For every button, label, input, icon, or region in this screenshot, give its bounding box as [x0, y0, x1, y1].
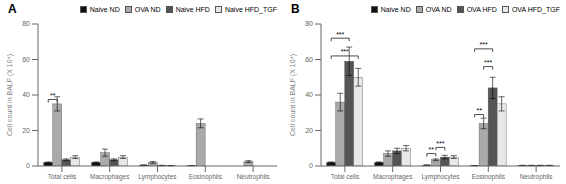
svg-text:Neutrophils: Neutrophils	[520, 173, 554, 181]
html-text:B: B	[291, 2, 300, 16]
svg-text:***: ***	[341, 48, 349, 55]
svg-text:40: 40	[305, 91, 313, 98]
svg-text:60: 60	[22, 56, 30, 63]
svg-text:***: ***	[336, 31, 344, 38]
svg-text:Macrophages: Macrophages	[373, 173, 413, 181]
html-text:A: A	[8, 2, 17, 16]
html-text:OVA HFD: OVA HFD	[466, 5, 497, 13]
html-text:Naive ND: Naive ND	[89, 5, 120, 13]
html-text:OVA HFD_TGF: OVA HFD_TGF	[511, 5, 560, 13]
svg-text:Macrophages: Macrophages	[90, 173, 130, 181]
svg-text:Eosinophils: Eosinophils	[472, 173, 506, 181]
html-text:Naive HFD_TGF: Naive HFD_TGF	[224, 5, 277, 13]
svg-text:***: ***	[480, 41, 488, 48]
svg-text:0: 0	[26, 162, 30, 169]
svg-text:0: 0	[309, 162, 313, 169]
svg-text:80: 80	[305, 20, 313, 27]
svg-text:**: **	[476, 107, 482, 114]
svg-text:Cell count in BALF (X 10⁴): Cell count in BALF (X 10⁴)	[8, 54, 14, 136]
html-text:OVA ND: OVA ND	[134, 5, 161, 13]
svg-text:Lymphocytes: Lymphocytes	[138, 173, 177, 181]
html-text:OVA ND: OVA ND	[425, 5, 452, 13]
svg-text:Total cells: Total cells	[331, 173, 360, 180]
svg-text:**: **	[429, 146, 435, 153]
html-text:Naive HFD: Naive HFD	[175, 5, 210, 13]
svg-text:Neutrophils: Neutrophils	[237, 173, 271, 181]
svg-text:**: **	[50, 92, 56, 99]
html-text:Naive ND: Naive ND	[380, 5, 411, 13]
svg-text:Total cells: Total cells	[48, 173, 77, 180]
svg-text:20: 20	[305, 127, 313, 134]
svg-text:40: 40	[22, 91, 30, 98]
svg-text:20: 20	[22, 127, 30, 134]
svg-text:***: ***	[484, 59, 492, 66]
svg-text:80: 80	[22, 20, 30, 27]
svg-text:Eosinophils: Eosinophils	[189, 173, 223, 181]
svg-text:Cell count in BALF (X 10⁴): Cell count in BALF (X 10⁴)	[289, 54, 297, 136]
svg-text:Lymphocytes: Lymphocytes	[421, 173, 460, 181]
svg-text:***: ***	[436, 140, 444, 147]
svg-text:60: 60	[305, 56, 313, 63]
